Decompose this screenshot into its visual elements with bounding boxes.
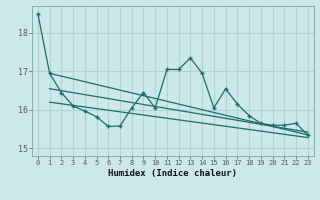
X-axis label: Humidex (Indice chaleur): Humidex (Indice chaleur) bbox=[108, 169, 237, 178]
